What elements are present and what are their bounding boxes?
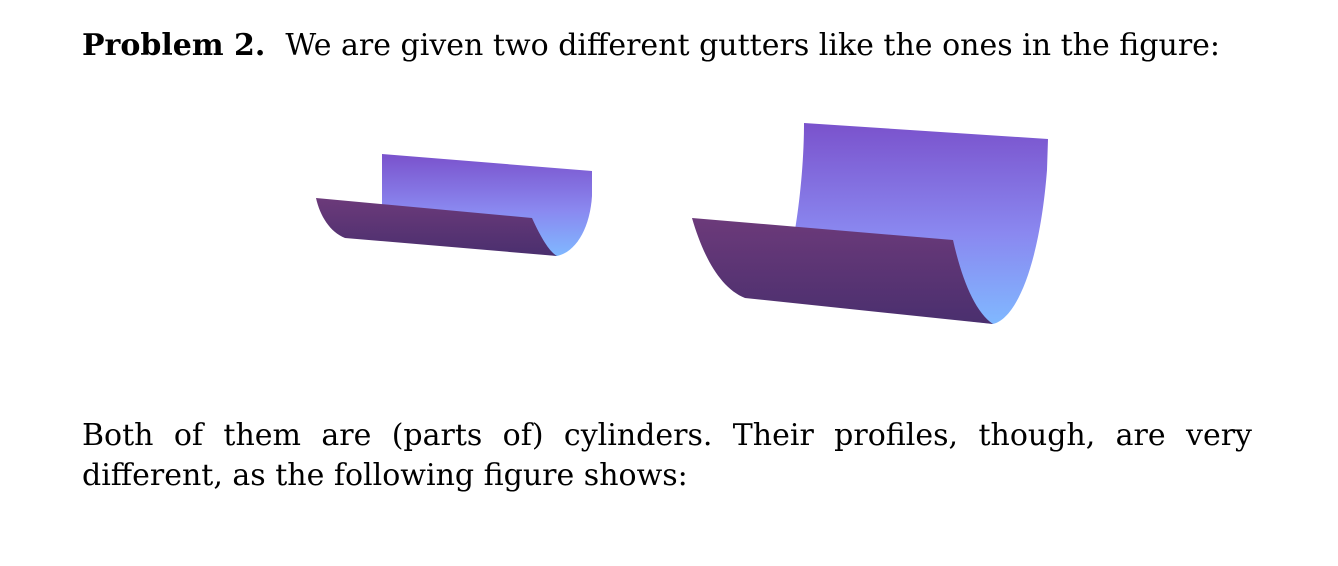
small-gutter-outer-surface [316, 198, 557, 256]
problem-label: Problem 2. [82, 28, 266, 63]
small-gutter [316, 154, 592, 256]
problem-statement: Problem 2. We are given two different gut… [82, 26, 1220, 66]
large-gutter [692, 123, 1048, 324]
large-gutter-outer-surface [692, 218, 993, 324]
small-gutter-inner-surface [382, 154, 592, 256]
paragraph: Both of them are (parts of) cylinders. T… [82, 418, 1252, 493]
problem-text: We are given two different gutters like … [285, 28, 1221, 63]
large-gutter-inner-surface [790, 123, 1048, 324]
